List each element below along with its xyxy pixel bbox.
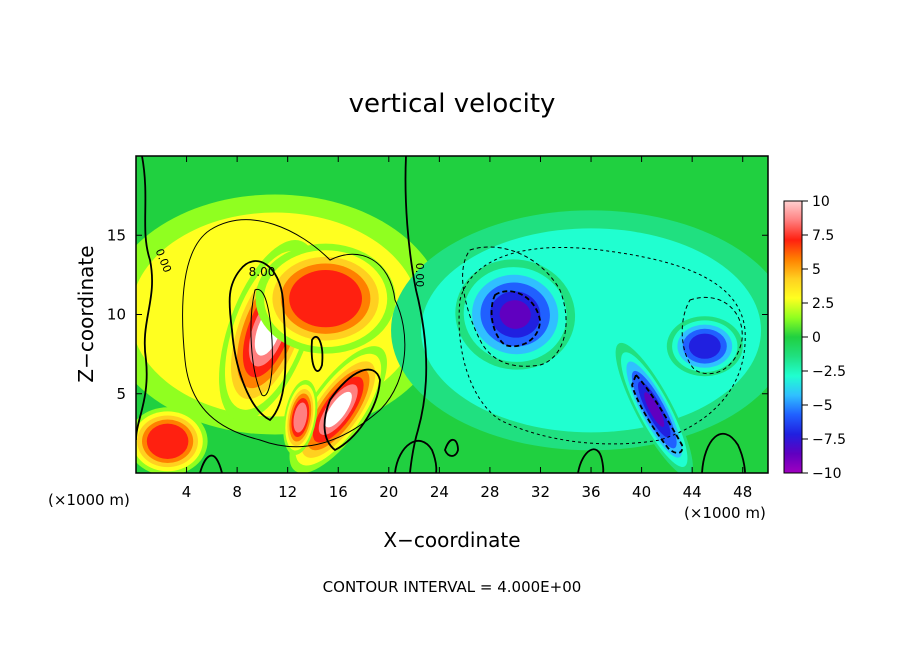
x-unit-label: (×1000 m): [684, 504, 766, 522]
contour-zero-bottom-e: [444, 438, 459, 457]
x-tick-label: 32: [531, 483, 550, 501]
x-tick-label: 16: [329, 483, 348, 501]
colorbar-gradient: [784, 201, 802, 473]
downdraft-core-right-layer: [688, 333, 721, 359]
colorbar-tick-label: 0: [812, 330, 821, 346]
downdraft-core-diag-layer: [644, 392, 665, 427]
x-tick-label: 12: [278, 483, 297, 501]
contour-zero-mid: [404, 156, 428, 473]
x-tick-label: 8: [232, 483, 242, 501]
colorbar-tick-label: −10: [812, 466, 842, 482]
contour-positive-12: [250, 288, 273, 397]
contour-interval-footer: CONTOUR INTERVAL = 4.000E+00: [323, 578, 582, 596]
x-tick-label: 36: [581, 483, 600, 501]
x-tick-label: 44: [683, 483, 702, 501]
y-axis-label: Z−coordinate: [74, 245, 98, 382]
contour-zero-bottom-a: [199, 454, 223, 473]
contour-zero-bottom-b: [394, 439, 438, 473]
y-unit-label: (×1000 m): [48, 491, 130, 509]
contour-negative-right: [681, 296, 743, 375]
colorbar-tick-label: 10: [812, 194, 830, 210]
x-tick-label: 40: [632, 483, 651, 501]
downdraft-core-right: [666, 316, 743, 377]
contour-zero-bottom-c: [577, 448, 605, 473]
contour-negative-main: [462, 246, 567, 367]
contour-updraft-right: [323, 368, 381, 452]
updraft-core-right-layer: [324, 391, 352, 428]
updraft-core-low: [136, 407, 208, 473]
updraft-core-mid-layer: [293, 402, 308, 433]
colorbar: 10 7.5 5 2.5 0 −2.5 −5 −7.5 −10: [783, 194, 846, 482]
contour-zero-bottom-d: [701, 432, 746, 473]
x-tick-label: 24: [430, 483, 449, 501]
colorbar-tick-label: 7.5: [812, 228, 834, 244]
chart-title: vertical velocity: [349, 89, 556, 119]
updraft-lobe-upper-layer: [289, 270, 362, 328]
colorbar-tick-label: 5: [812, 262, 821, 278]
y-tick-label: 10: [107, 306, 126, 324]
x-axis-label: X−coordinate: [383, 528, 520, 552]
y-tick-label: 5: [116, 385, 126, 403]
updraft-core-mid: [283, 379, 318, 456]
contour-negative-diag: [631, 373, 684, 454]
contour-label-zero-mid: 0.00: [413, 263, 426, 288]
colorbar-tick-label: 2.5: [812, 296, 834, 312]
x-tick-label: 28: [480, 483, 499, 501]
colorbar-tick-label: −2.5: [812, 364, 846, 380]
downdraft-core-main-layer: [499, 300, 531, 329]
contour-negative-inner: [490, 290, 541, 348]
contour-label-8: 8.00: [249, 265, 276, 279]
colorbar-tick-label: −5: [812, 398, 833, 414]
x-tick-label: 48: [733, 483, 752, 501]
y-tick-label: 15: [107, 226, 126, 244]
contour-positive-8: [228, 260, 287, 422]
updraft-lobe-upper: [255, 243, 396, 354]
contour-zero-left: [136, 156, 153, 441]
updraft-core-low-layer: [146, 423, 189, 459]
colorbar-tick-label: −7.5: [812, 432, 846, 448]
x-tick-label: 4: [182, 483, 192, 501]
updraft-core-right: [289, 346, 387, 473]
contour-updraft-small: [310, 335, 324, 372]
contour-positive-outer: [182, 219, 406, 448]
x-tick-label: 20: [379, 483, 398, 501]
